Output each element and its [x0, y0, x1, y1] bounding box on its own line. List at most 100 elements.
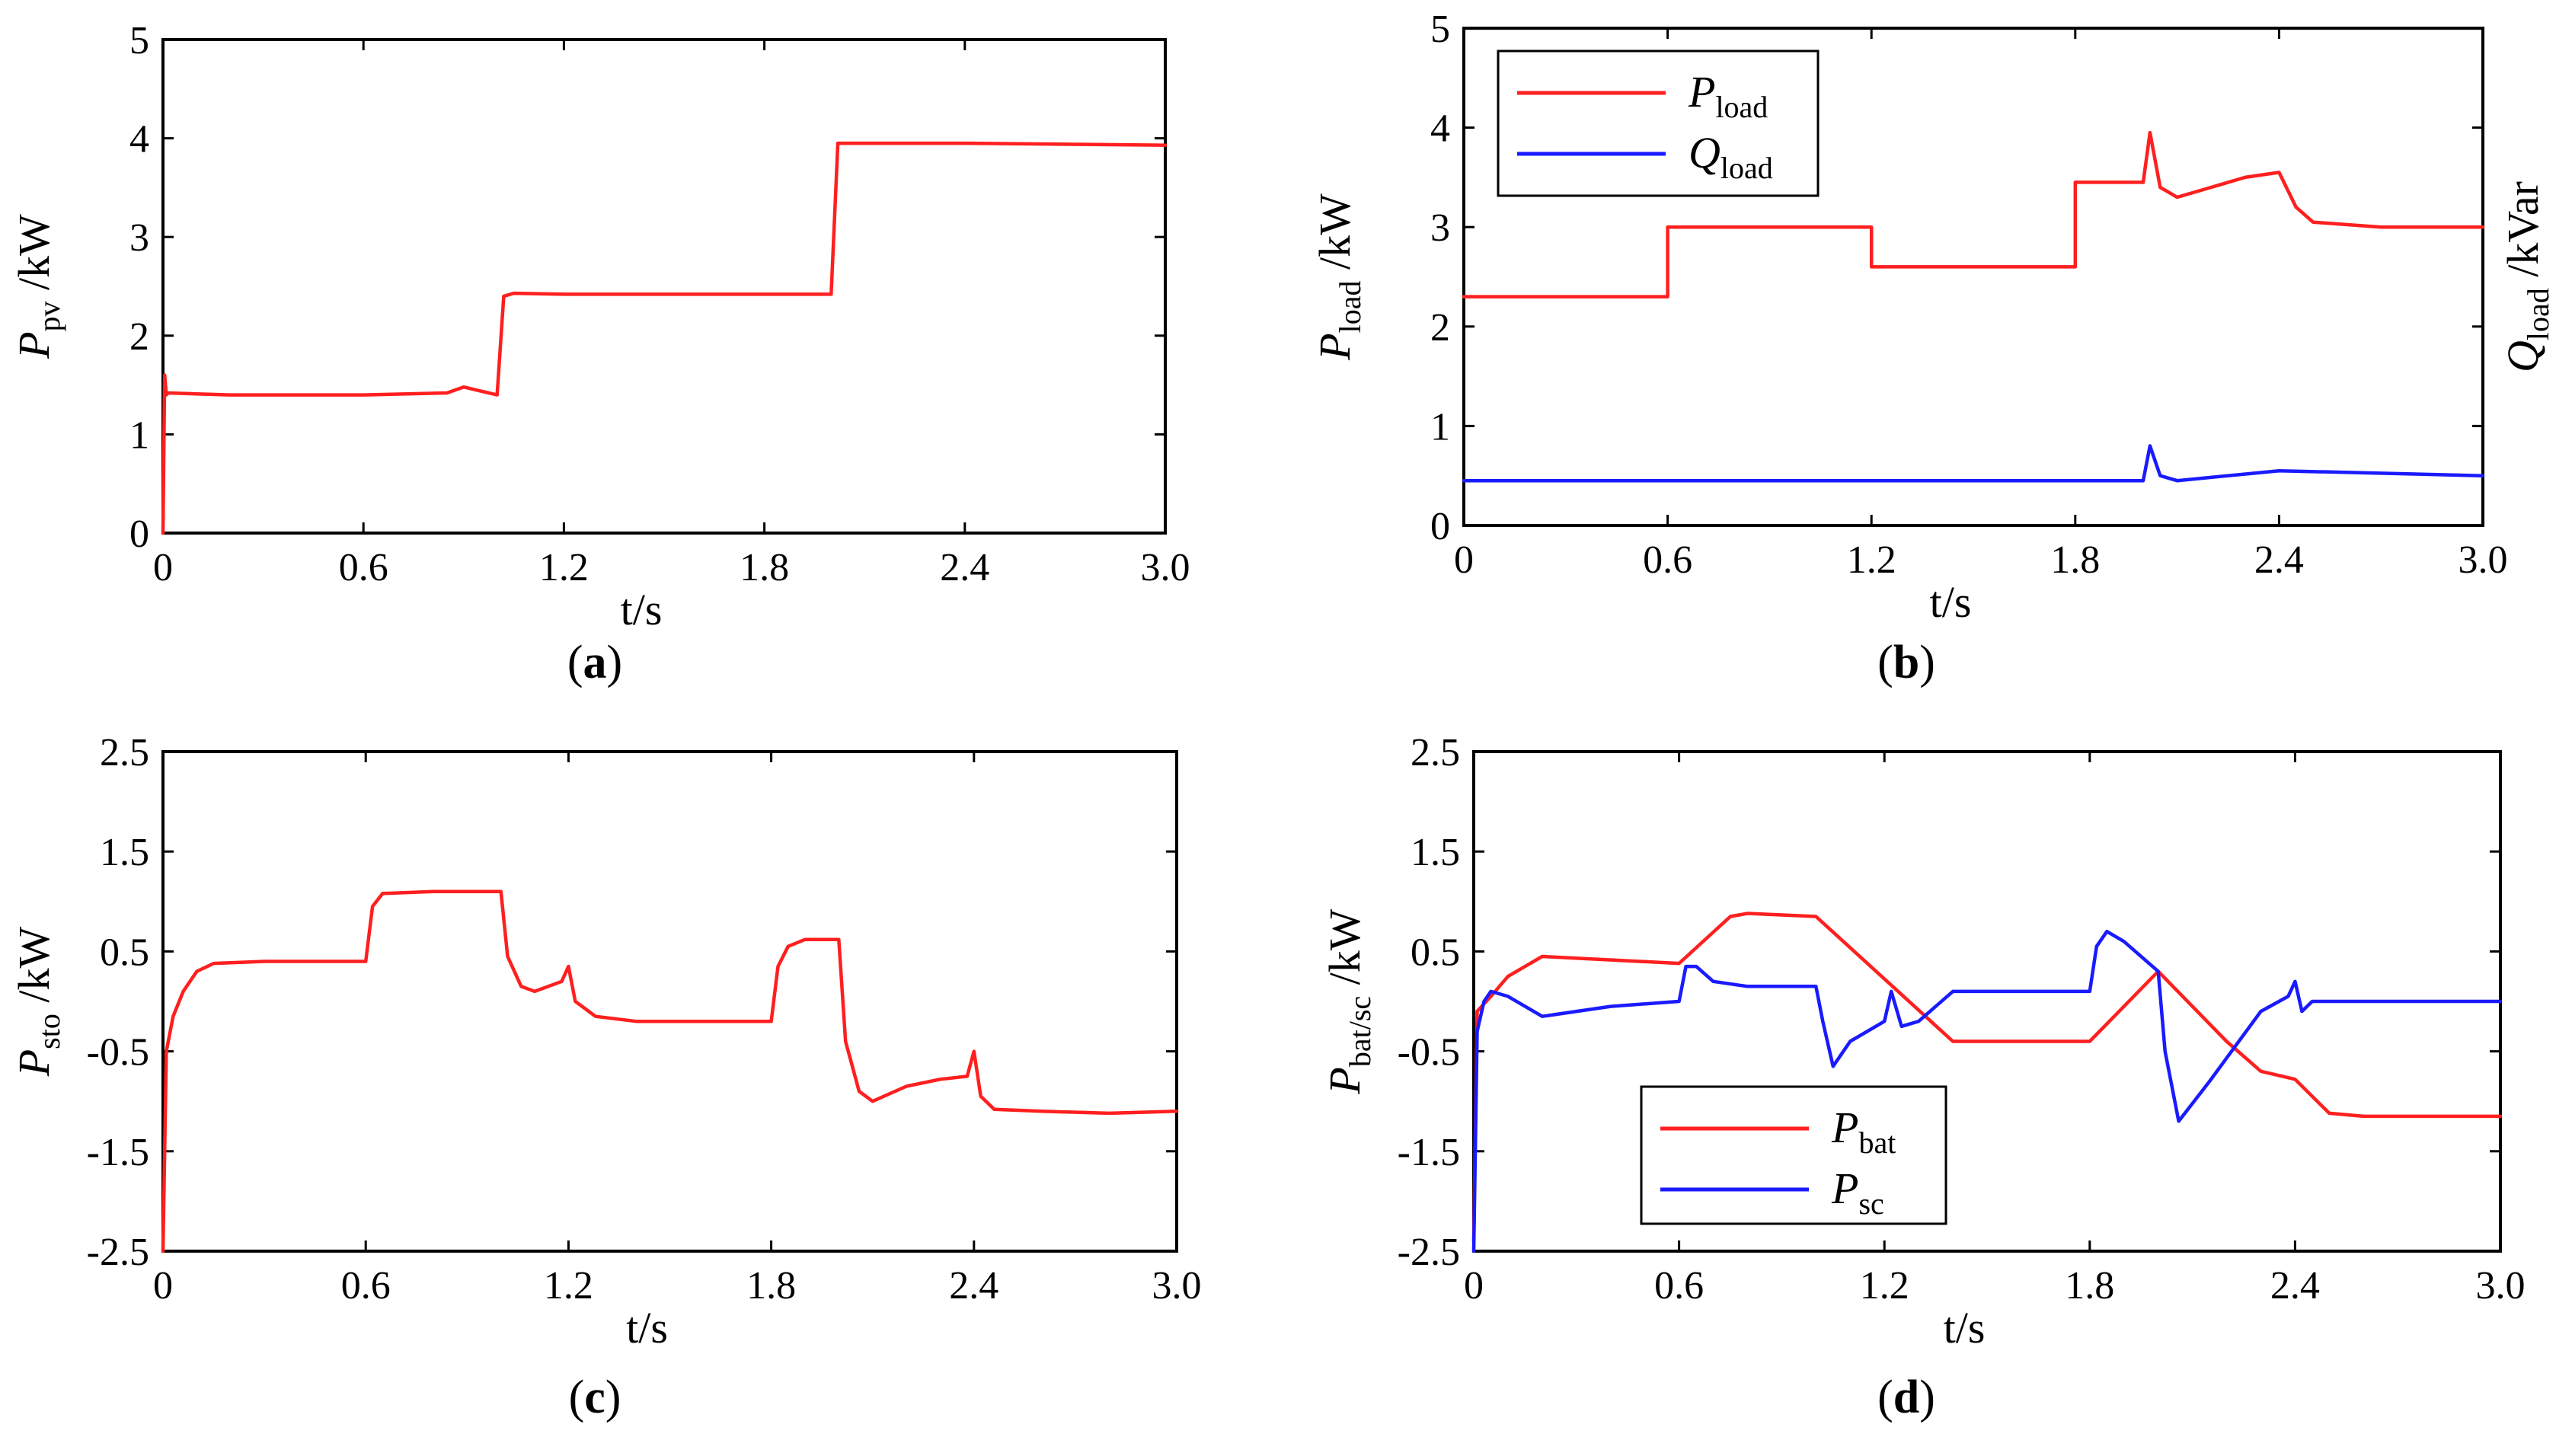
- y-tick-label: 3: [129, 216, 149, 260]
- legend-label: Pbat: [1831, 1103, 1896, 1160]
- caption-close-paren: ): [1919, 637, 1935, 688]
- caption-letter: b: [1893, 637, 1919, 688]
- x-tick-label: 3.0: [2476, 1264, 2526, 1308]
- y-label-symbol: P: [1320, 1067, 1369, 1094]
- y-axis-label: Psto /kW: [9, 927, 66, 1078]
- y-axis-label-right: Qload /kVar: [2498, 181, 2555, 372]
- x-tick-label: 1.8: [2050, 538, 2100, 582]
- x-tick-label: 1.8: [740, 546, 789, 589]
- caption-open-paren: (: [569, 1371, 585, 1423]
- x-axis-label: t/s: [1944, 1303, 1986, 1352]
- x-tick-label: 1.2: [539, 546, 589, 589]
- y-tick-label: 0: [1430, 505, 1450, 548]
- panel-caption: (d): [1877, 1371, 1935, 1423]
- y-tick-label: 1: [129, 413, 149, 457]
- y-tick-label: 2: [1430, 306, 1450, 350]
- panel-caption: (c): [569, 1371, 621, 1423]
- y-label-subscript: load: [1333, 281, 1367, 334]
- x-tick-label: 0.6: [341, 1264, 391, 1308]
- y-right-label-unit: /kVar: [2498, 181, 2548, 288]
- x-tick-label: 0.6: [339, 546, 388, 589]
- x-tick-label: 3.0: [2459, 538, 2508, 582]
- y-label-subscript: bat/sc: [1343, 996, 1377, 1067]
- legend-subscript: load: [1715, 90, 1768, 124]
- caption-letter: a: [583, 637, 607, 688]
- legend-box: [1497, 49, 1820, 197]
- legend-label: Psc: [1831, 1164, 1884, 1221]
- caption-open-paren: (: [1877, 1371, 1893, 1423]
- y-label-subscript: sto: [32, 1014, 66, 1049]
- x-tick-label: 1.2: [544, 1264, 593, 1308]
- y-tick-label: 0.5: [100, 931, 149, 974]
- x-tick-label: 3.0: [1141, 546, 1190, 589]
- y-tick-label: 3: [1430, 206, 1450, 250]
- series-line-p-bat: [1471, 912, 2503, 1244]
- y-label-unit: /kW: [1310, 193, 1359, 281]
- y-label-unit: /kW: [9, 214, 59, 302]
- series-line-p-sc: [1471, 929, 2503, 1253]
- y-axis-label: Pbat/sc /kW: [1320, 908, 1377, 1094]
- legend-subscript: bat: [1858, 1126, 1896, 1160]
- legend-label: Qload: [1689, 128, 1773, 185]
- series-line-p-pv: [161, 141, 1168, 535]
- y-tick-label: 1: [1430, 405, 1450, 449]
- legend-label: Pload: [1688, 67, 1768, 124]
- y-tick-label: 4: [129, 118, 149, 161]
- caption-close-paren: ): [1919, 1371, 1935, 1423]
- x-tick-label: 1.2: [1860, 1264, 1909, 1308]
- y-label-unit: /kW: [1320, 908, 1369, 996]
- caption-letter: c: [584, 1371, 605, 1423]
- caption-letter: d: [1893, 1371, 1919, 1423]
- chart-panel-b: 0 0.6 1.2 1.8 2.4 3.0 0 1 2 3 4 5 t/s Pload /kW Qload …: [1310, 8, 2555, 688]
- x-tick-label: 2.4: [2270, 1264, 2320, 1308]
- y-tick-label: -2.5: [87, 1231, 149, 1274]
- y-tick-label: 1.5: [1411, 831, 1460, 874]
- caption-open-paren: (: [567, 637, 583, 688]
- chart-panel-c: 0 0.6 1.2 1.8 2.4 3.0 -2.5 -1.5 -0.5 0.5 1.5 2.5 t/s…: [9, 731, 1202, 1423]
- y-tick-label: 4: [1430, 107, 1450, 151]
- plot-frame: [161, 38, 1167, 535]
- legend-symbol: Q: [1689, 128, 1721, 177]
- y-tick-label: -1.5: [1398, 1131, 1460, 1174]
- y-tick-label: -0.5: [1398, 1031, 1460, 1074]
- caption-close-paren: ): [605, 1371, 621, 1423]
- x-axis-label: t/s: [621, 585, 663, 634]
- legend-symbol: P: [1831, 1164, 1858, 1213]
- y-tick-label: -1.5: [87, 1131, 149, 1174]
- panel-caption: (b): [1877, 637, 1935, 688]
- y-axis-label: Pload /kW: [1310, 193, 1367, 361]
- panel-caption: (a): [567, 637, 622, 688]
- y-label-unit: /kW: [9, 927, 59, 1014]
- plot-frame: [1462, 27, 2484, 527]
- x-tick-label: 0.6: [1654, 1264, 1704, 1308]
- series-line-p-load: [1462, 130, 2485, 299]
- y-label-symbol: P: [1310, 333, 1359, 360]
- x-tick-label: 0: [1454, 538, 1474, 582]
- x-tick-label: 2.4: [940, 546, 989, 589]
- plot-frame: [161, 750, 1178, 1253]
- y-tick-label: 5: [129, 19, 149, 62]
- legend-subscript: sc: [1858, 1186, 1883, 1221]
- y-tick-label: 0: [129, 512, 149, 556]
- x-tick-label: 1.2: [1847, 538, 1896, 582]
- y-tick-label: 0.5: [1411, 931, 1460, 974]
- x-tick-label: 0: [1464, 1264, 1484, 1308]
- y-tick-label: 2.5: [100, 731, 149, 774]
- y-right-label-symbol: Q: [2498, 340, 2548, 372]
- y-tick-label: 2: [129, 315, 149, 359]
- caption-open-paren: (: [1877, 637, 1893, 688]
- caption-close-paren: ): [607, 637, 623, 688]
- legend-symbol: P: [1831, 1103, 1858, 1152]
- chart-panel-a: 0 0.6 1.2 1.8 2.4 3.0 0 1 2 3 4 5 t/s Ppv /kW (a): [9, 19, 1190, 688]
- y-label-symbol: P: [9, 331, 59, 359]
- y-tick-label: -0.5: [87, 1031, 149, 1074]
- y-tick-label: 5: [1430, 8, 1450, 51]
- y-tick-label: -2.5: [1398, 1231, 1460, 1274]
- y-axis-label: Ppv /kW: [9, 214, 66, 359]
- x-tick-label: 1.8: [746, 1264, 796, 1308]
- y-label-subscript: pv: [32, 301, 66, 331]
- x-tick-label: 2.4: [2254, 538, 2304, 582]
- x-axis-label: t/s: [626, 1303, 668, 1352]
- x-tick-label: 0.6: [1643, 538, 1692, 582]
